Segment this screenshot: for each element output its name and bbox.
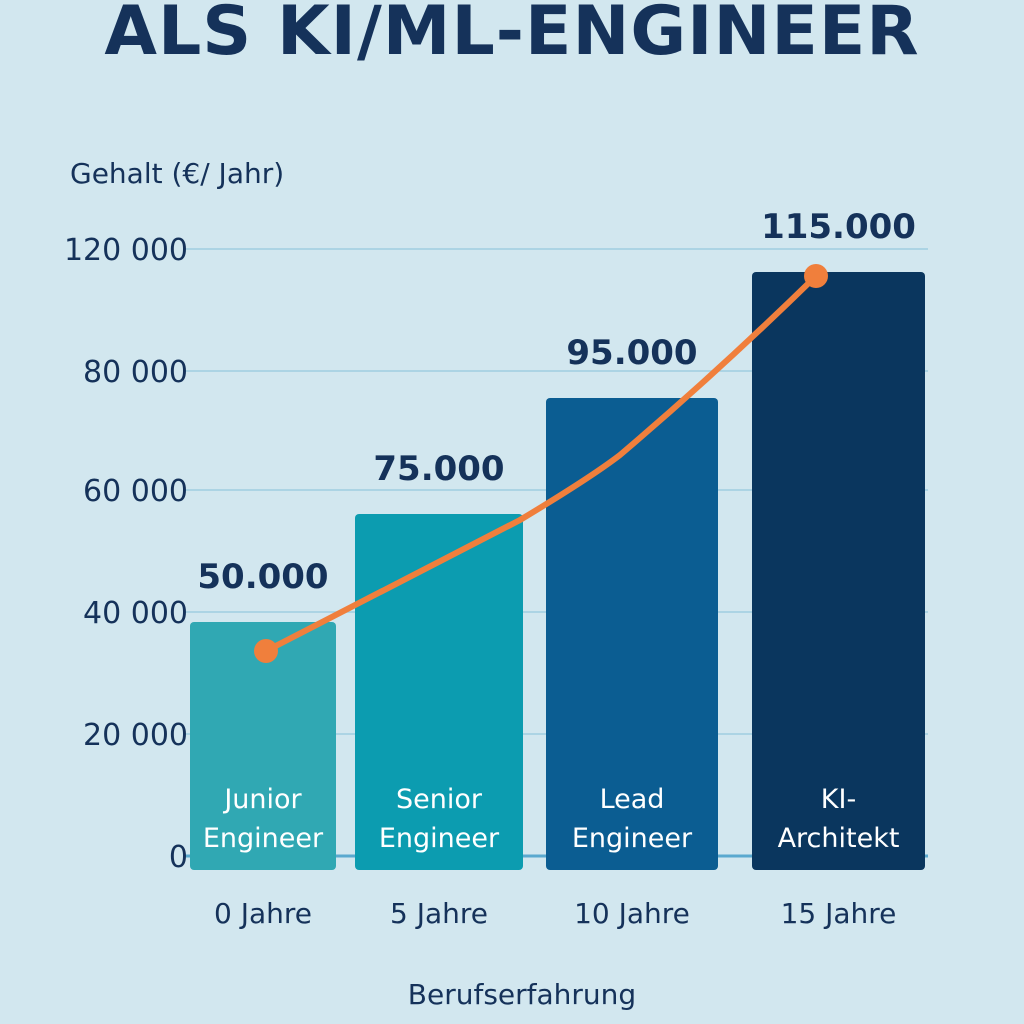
y-tick-label: 40 000	[83, 596, 188, 631]
x-tick-label: 0 Jahre	[214, 897, 312, 930]
x-tick-label: 15 Jahre	[781, 897, 897, 930]
x-axis-title: Berufserfahrung	[408, 978, 636, 1011]
y-tick-label: 80 000	[83, 355, 188, 390]
bar-label: Junior	[222, 784, 302, 815]
bars	[190, 272, 925, 870]
value-label: 50.000	[197, 557, 328, 597]
bar-label: Engineer	[379, 823, 500, 854]
value-label: 115.000	[761, 207, 916, 247]
bar-label: KI-	[821, 784, 856, 815]
trend-point-start	[254, 639, 278, 663]
bar-label: Architekt	[778, 823, 900, 854]
page-title: ALS KI/ML-ENGINEER	[104, 0, 920, 71]
trend-line	[254, 264, 828, 663]
bar-label: Senior	[396, 784, 483, 815]
trend-line-path	[263, 273, 819, 654]
y-tick-label: 20 000	[83, 718, 188, 753]
value-label: 95.000	[566, 333, 697, 373]
x-tick-label: 5 Jahre	[390, 897, 488, 930]
bar-label: Engineer	[203, 823, 324, 854]
trend-point-end	[804, 264, 828, 288]
bar-1	[190, 622, 336, 870]
y-tick-label: 120 000	[64, 233, 188, 268]
y-tick-label: 60 000	[83, 474, 188, 509]
chart-text: Gehalt (€/ Jahr) 0 20 000 40 000 60 000 80 00…	[64, 157, 916, 1011]
x-tick-label: 10 Jahre	[574, 897, 690, 930]
value-label: 75.000	[373, 449, 504, 489]
bar-3	[546, 398, 718, 870]
bar-2	[355, 514, 523, 870]
bar-4	[752, 272, 925, 870]
bar-label: Engineer	[572, 823, 693, 854]
bar-label: Lead	[600, 784, 665, 815]
y-axis-title: Gehalt (€/ Jahr)	[70, 157, 284, 190]
y-tick-label: 0	[169, 840, 188, 875]
